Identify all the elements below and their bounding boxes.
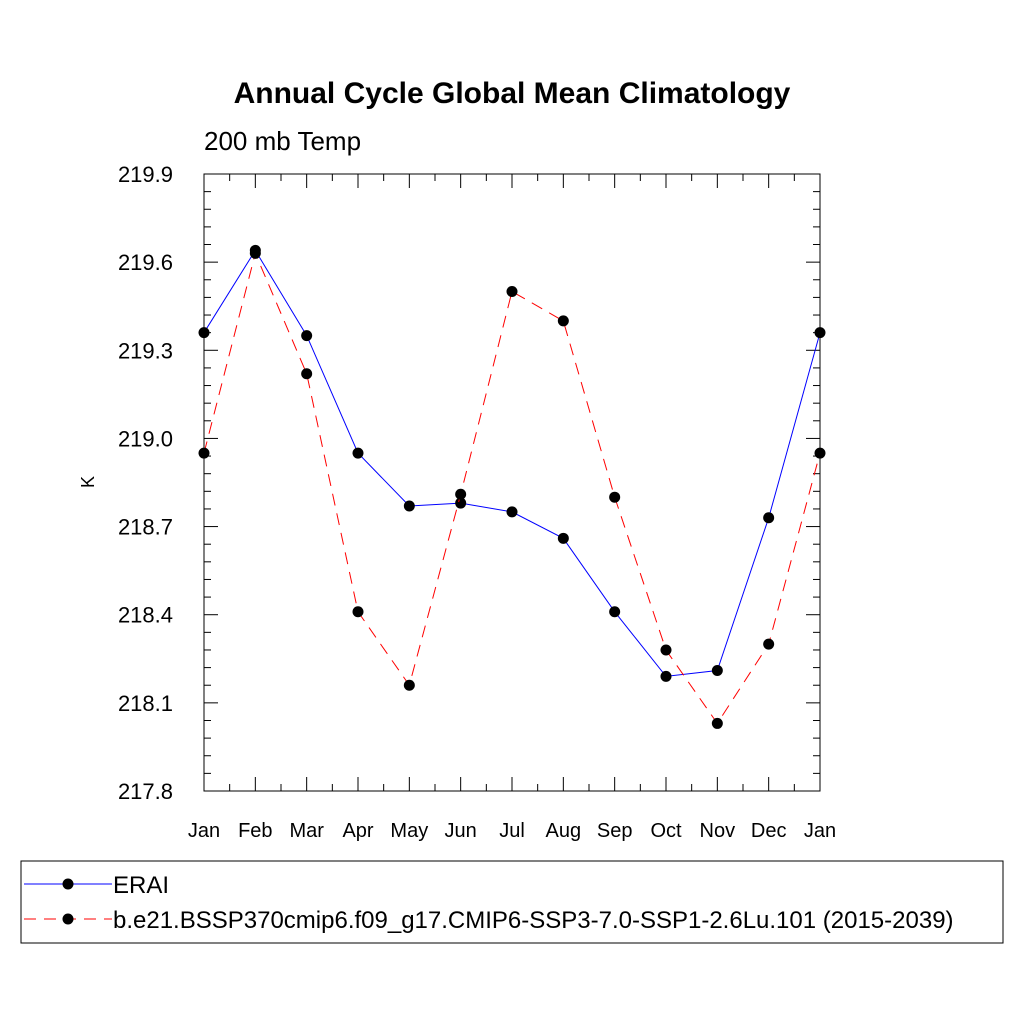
data-point-s1-9 [660, 644, 672, 656]
y-tick-label: 218.1 [118, 691, 173, 716]
legend: ERAI b.e21.BSSP370cmip6.f09_g17.CMIP6-SS… [20, 860, 1004, 944]
x-tick-label: Feb [238, 820, 272, 842]
data-point-s0-0 [198, 327, 210, 339]
series-line-0 [203, 249, 821, 677]
y-tick-label: 218.4 [118, 603, 173, 628]
y-tick-label: 219.9 [118, 162, 173, 187]
data-point-s0-7 [557, 532, 569, 544]
data-point-s1-4 [403, 679, 415, 691]
data-point-s1-2 [301, 368, 313, 380]
legend-marker-erai [62, 878, 74, 890]
x-tick-label: Jan [188, 820, 220, 842]
data-point-s0-8 [609, 606, 621, 618]
data-point-s0-10 [711, 665, 723, 677]
x-tick-label: Aug [546, 820, 582, 842]
x-tick-label: Mar [289, 820, 324, 842]
plot-frame [203, 173, 821, 792]
y-tick-label: 219.0 [118, 426, 173, 451]
legend-label-erai: ERAI [113, 872, 169, 899]
x-tick-label: Jul [499, 820, 525, 842]
data-point-s1-5 [455, 488, 467, 500]
plot-axes: 217.8 218.1 218.4 218.7 219.0 219.3 219.6 219.9… [118, 162, 836, 842]
data-point-s1-3 [352, 606, 364, 618]
series-line-1 [203, 251, 821, 725]
x-tick-label: Oct [650, 820, 682, 842]
x-tick-label: Nov [700, 820, 736, 842]
y-axis-label: K [78, 476, 98, 488]
chart-subtitle: 200 mb Temp [204, 126, 361, 156]
data-point-s1-7 [557, 315, 569, 327]
y-tick-label: 218.7 [118, 515, 173, 540]
data-point-s0-3 [352, 447, 364, 459]
data-point-s1-8 [609, 491, 621, 503]
legend-item-erai: ERAI [24, 872, 169, 899]
x-tick-label: Dec [751, 820, 787, 842]
x-tick-label: Apr [342, 820, 373, 842]
data-point-s0-11 [763, 512, 775, 524]
data-point-s1-12 [814, 447, 826, 459]
x-tick-label: May [390, 820, 428, 842]
x-tick-label: Jan [804, 820, 836, 842]
data-point-s1-10 [711, 717, 723, 729]
x-tick-label: Sep [597, 820, 633, 842]
legend-label-model: b.e21.BSSP370cmip6.f09_g17.CMIP6-SSP3-7.… [113, 907, 954, 934]
data-point-s0-6 [506, 506, 518, 518]
legend-item-model: b.e21.BSSP370cmip6.f09_g17.CMIP6-SSP3-7.… [24, 907, 954, 934]
legend-marker-model [62, 913, 74, 925]
data-point-s1-1 [249, 247, 261, 259]
data-point-s0-9 [660, 670, 672, 682]
x-tick-label: Jun [445, 820, 477, 842]
data-point-s1-6 [506, 286, 518, 298]
data-point-s0-5 [455, 497, 467, 509]
legend-frame [20, 860, 1004, 944]
data-point-s1-11 [763, 638, 775, 650]
data-point-s0-12 [814, 327, 826, 339]
chart-title: Annual Cycle Global Mean Climatology [234, 77, 791, 110]
y-tick-label: 217.8 [118, 779, 173, 804]
y-tick-label: 219.6 [118, 250, 173, 275]
data-point-s0-4 [403, 500, 415, 512]
data-point-s1-0 [198, 447, 210, 459]
series-layer [198, 244, 826, 729]
data-point-s0-2 [301, 330, 313, 342]
y-tick-label: 219.3 [118, 338, 173, 363]
